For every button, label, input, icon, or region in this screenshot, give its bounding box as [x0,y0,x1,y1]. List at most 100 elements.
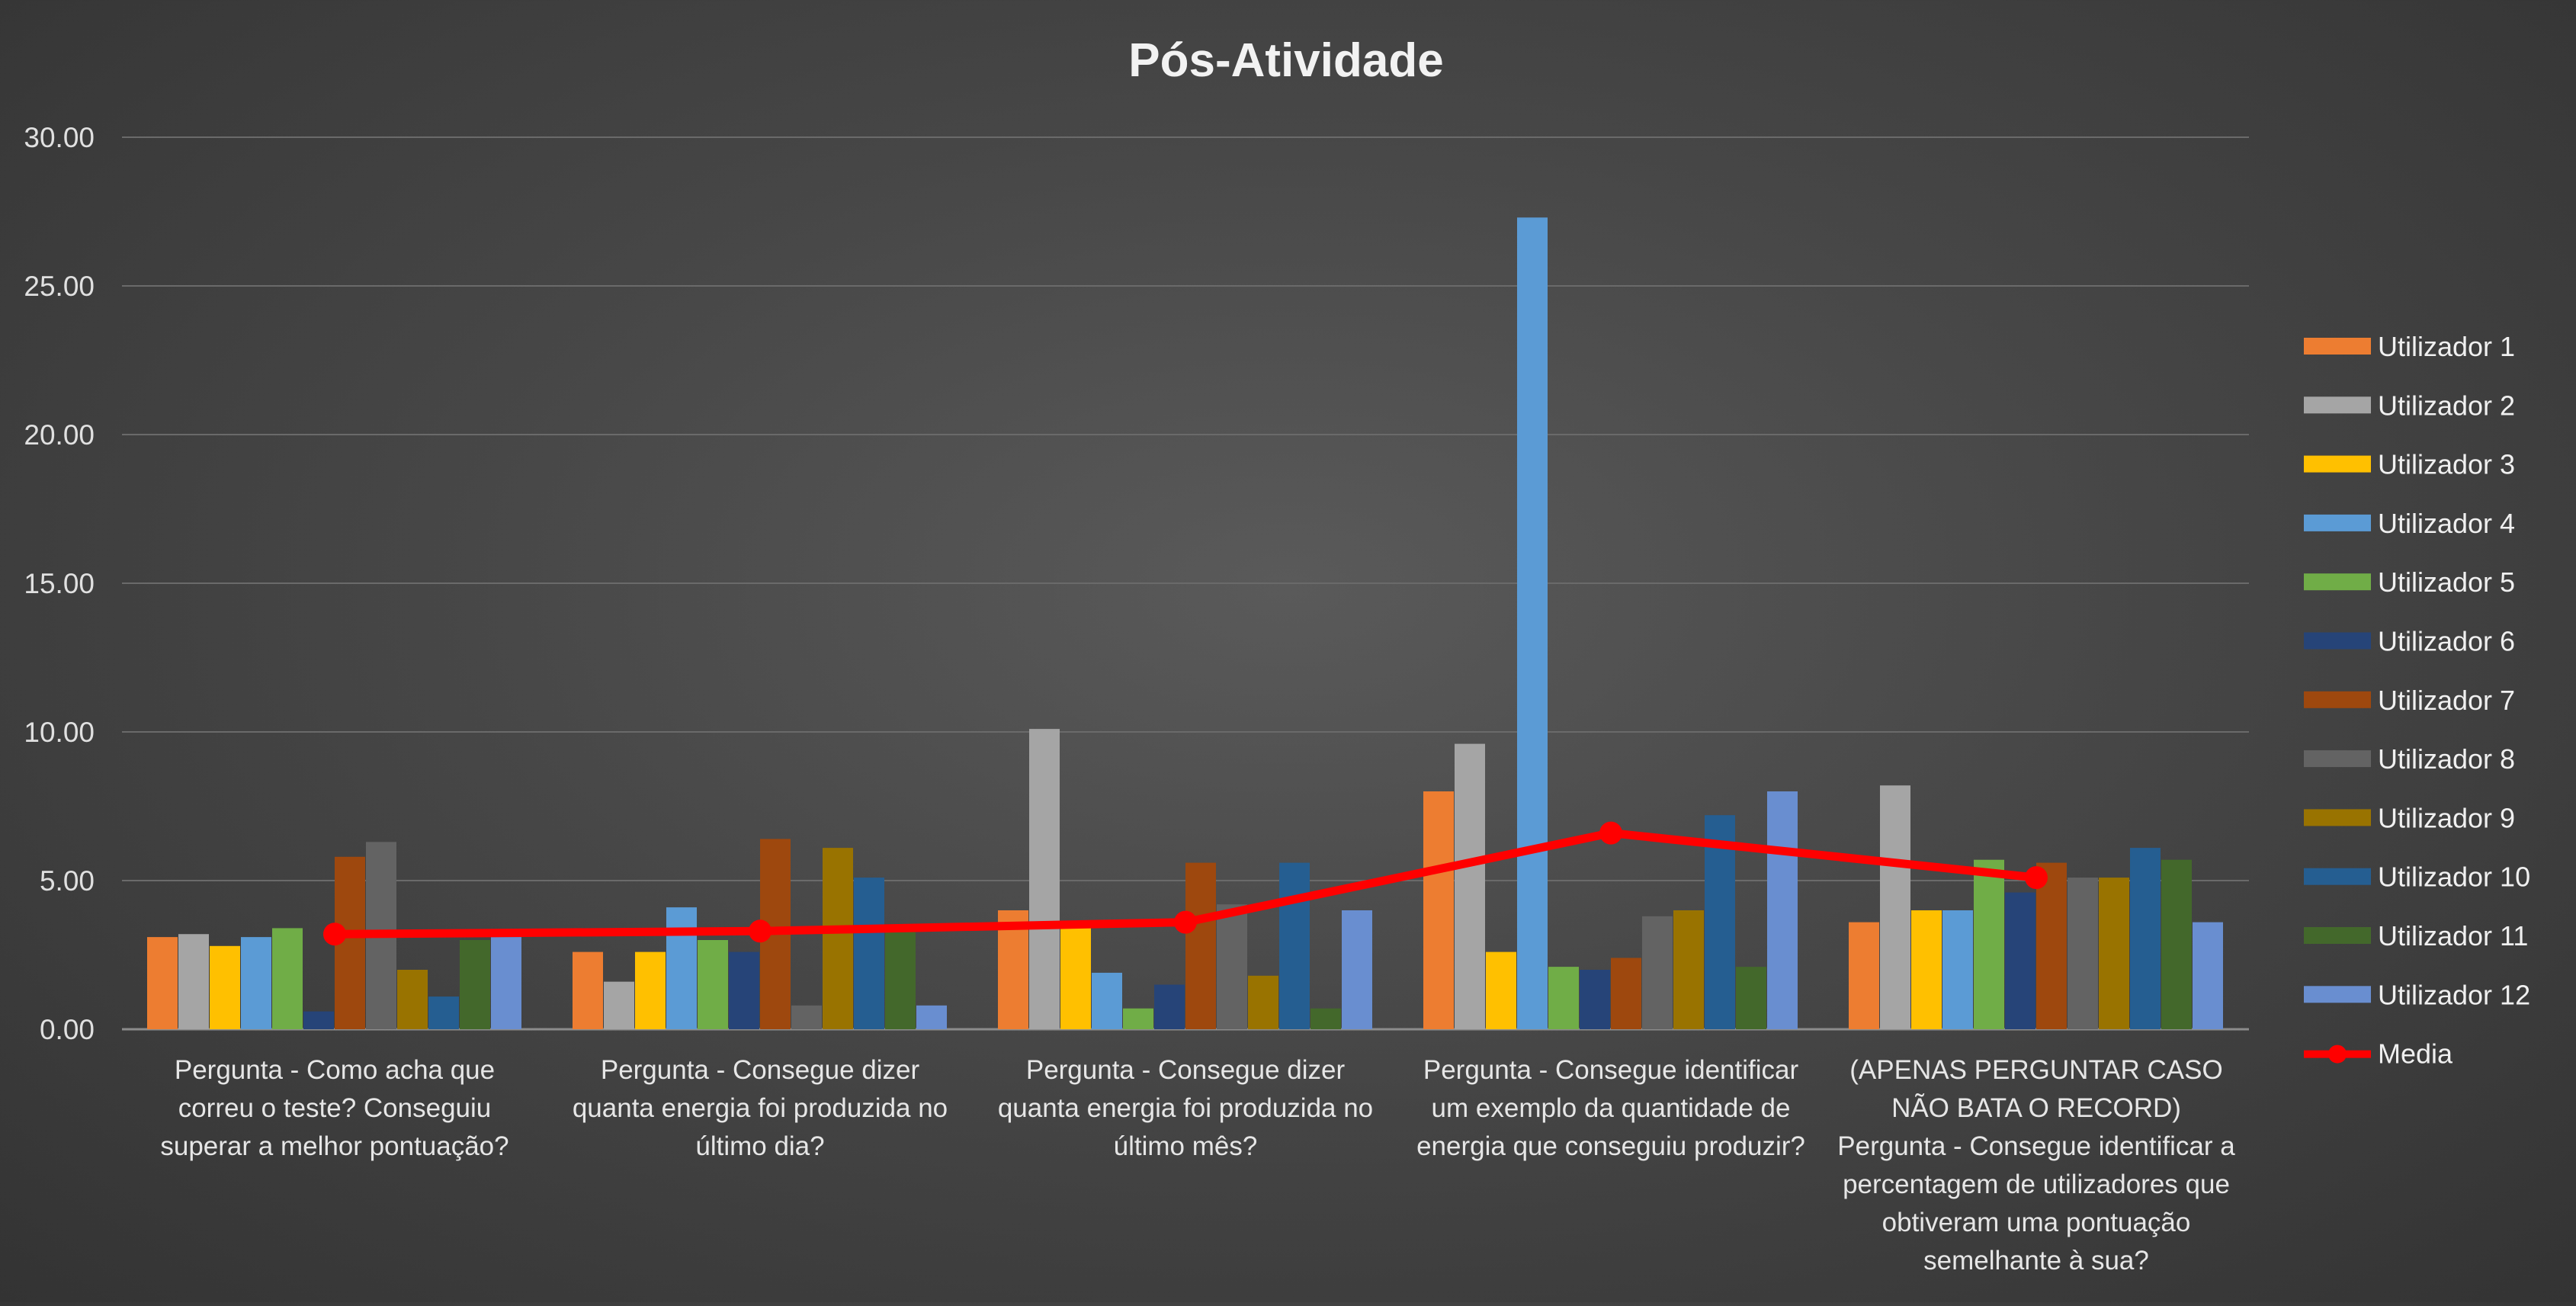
legend-swatch [2304,573,2371,591]
media-point [323,923,346,946]
bar [178,934,209,1029]
legend-label: Utilizador 10 [2378,862,2530,893]
category-label: Pergunta - Consegue dizer [601,1055,920,1085]
legend-label: Utilizador 12 [2378,979,2530,1010]
category-label: Pergunta - Consegue identificar [1423,1055,1799,1085]
bar [885,931,916,1029]
category-label: quanta energia foi produzida no [998,1093,1373,1123]
bars [147,217,2223,1029]
category-label: correu o teste? Conseguiu [178,1093,492,1123]
bar [1423,791,1454,1029]
legend-swatch [2304,868,2371,885]
bar [147,937,178,1029]
legend-label: Utilizador 11 [2378,920,2528,951]
bar [1673,910,1704,1029]
bar [1217,904,1247,1029]
media-point [2025,866,2048,890]
legend-label: Utilizador 1 [2378,331,2515,362]
bar [1849,922,1879,1029]
legend-label: Media [2378,1038,2453,1070]
bar [854,878,884,1029]
legend-swatch [2304,455,2371,473]
bar [1642,916,1673,1029]
legend-swatch [2304,632,2371,650]
category-label: percentagem de utilizadores que [1843,1170,2230,1199]
media-point [1599,821,1622,845]
bar [1279,862,1310,1029]
y-tick-label: 10.00 [24,717,95,748]
bar [1123,1008,1153,1029]
category-label: NÃO BATA O RECORD) [1891,1093,2181,1123]
bar [2130,848,2161,1029]
bar [1942,910,1973,1029]
legend-swatch [2304,514,2371,531]
y-tick-label: 15.00 [24,568,95,599]
media-point [1174,910,1197,934]
category-label: Pergunta - Consegue dizer [1026,1055,1346,1085]
legend-swatch [2304,927,2371,944]
bar [428,996,459,1029]
bar [272,928,303,1029]
bar [729,951,759,1029]
bar [1060,928,1091,1029]
category-label: superar a melhor pontuação? [160,1131,508,1161]
category-label: Pergunta - Como acha que [175,1055,495,1085]
legend-label: Utilizador 3 [2378,449,2515,480]
bar [2005,892,2035,1029]
legend-swatch [2304,396,2371,414]
bar [2161,859,2192,1029]
bar [1342,910,1372,1029]
category-label: energia que conseguiu produzir? [1416,1131,1805,1161]
legend-label: Utilizador 6 [2378,626,2515,657]
bar [1580,970,1610,1029]
bar [1486,951,1516,1029]
bar [2036,862,2067,1029]
category-label: último mês? [1114,1131,1258,1161]
legend-swatch [2304,750,2371,768]
category-label: quanta energia foi produzida no [573,1093,948,1123]
bar [397,970,428,1029]
bar [1880,785,1910,1029]
legend-swatch [2304,809,2371,826]
bar [1154,984,1185,1029]
y-tick-label: 5.00 [40,865,95,897]
legend-label: Utilizador 4 [2378,508,2515,539]
bar [2193,922,2223,1029]
bar [460,940,490,1029]
bar [1974,859,2004,1029]
bar [1029,729,1060,1029]
bar [210,945,240,1029]
bar [1310,1008,1341,1029]
category-label: obtiveram uma pontuação [1882,1208,2191,1237]
bar [573,951,603,1029]
bar [1248,975,1278,1029]
category-label: (APENAS PERGUNTAR CASO [1849,1055,2222,1085]
bar [823,848,853,1029]
category-label: semelhante à sua? [1923,1246,2149,1276]
bar [1767,791,1798,1029]
bar [2099,878,2129,1029]
category-label: Pergunta - Consegue identificar a [1837,1131,2235,1161]
bar [916,1005,947,1029]
bar [1185,862,1216,1029]
bar [1705,815,1735,1029]
bar [1455,743,1485,1029]
y-tick-label: 0.00 [40,1014,95,1045]
bar [604,981,634,1029]
legend-label: Utilizador 7 [2378,685,2515,716]
legend-swatch [2304,986,2371,1003]
bar [1911,910,1942,1029]
legend-line-marker [2328,1044,2347,1064]
x-axis-labels: Pergunta - Como acha que correu o teste? … [160,1055,2235,1276]
bar [1548,967,1579,1029]
bar [666,907,697,1029]
legend-swatch [2304,338,2371,355]
legend-label: Utilizador 8 [2378,743,2515,775]
media-line [323,821,2048,946]
bar [1736,967,1766,1029]
bar [2068,878,2098,1029]
bar [491,937,521,1029]
bar [1092,972,1122,1029]
y-tick-label: 20.00 [24,419,95,451]
